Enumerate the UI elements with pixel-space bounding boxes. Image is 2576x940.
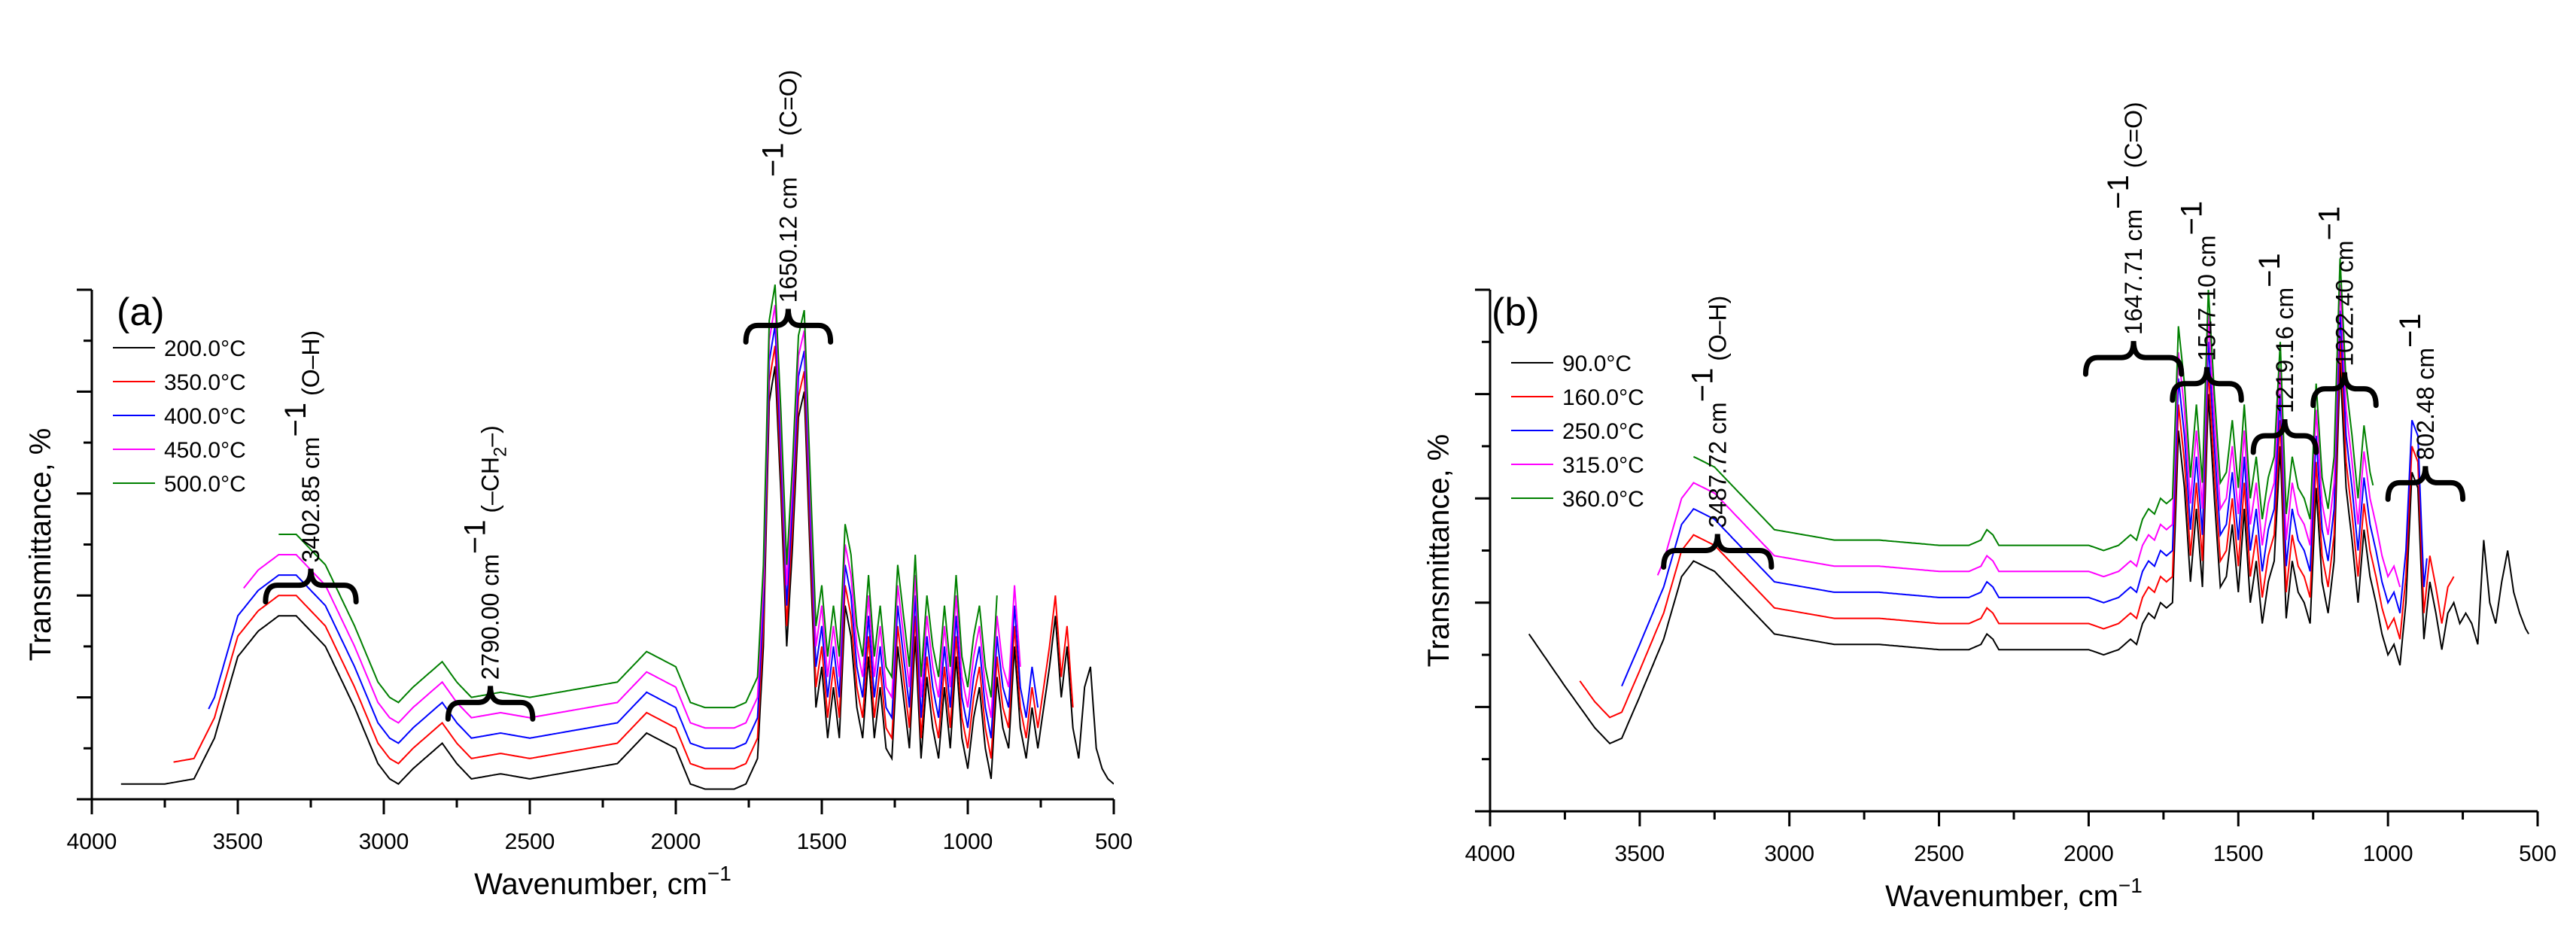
annotation-brace-2 bbox=[2170, 367, 2244, 403]
x-tick-label: 1000 bbox=[943, 829, 993, 854]
annotation-label-1: 2790.00 cm−1 (–CH2–) bbox=[459, 425, 511, 680]
legend-label-3: 315.0°C bbox=[1562, 453, 1644, 478]
series-line-2 bbox=[1621, 310, 2428, 687]
annotation-brace-1 bbox=[445, 686, 536, 722]
annotation-brace-3 bbox=[2250, 418, 2319, 455]
x-tick-label: 2000 bbox=[651, 829, 701, 854]
annotation-label-main: 1219.16 cm bbox=[2271, 287, 2298, 413]
x-axis-label-main: Wavenumber, cm bbox=[474, 868, 707, 901]
x-tick-label: 3000 bbox=[1764, 841, 1814, 866]
x-tick-label: 500 bbox=[2519, 841, 2556, 866]
annotation-label-sup: −1 bbox=[279, 403, 312, 437]
annotation-brace-0 bbox=[263, 568, 359, 605]
annotation-brace-4 bbox=[2310, 372, 2379, 409]
series-line-2 bbox=[208, 325, 1039, 750]
legend-label-4: 360.0°C bbox=[1562, 487, 1644, 512]
legend-label-2: 250.0°C bbox=[1562, 419, 1644, 444]
annotation-label-sup: −1 bbox=[1686, 368, 1719, 403]
annotation-label-1: 1647.71 cm−1 (C=O) bbox=[2102, 102, 2147, 335]
legend-label-0: 200.0°C bbox=[164, 336, 246, 361]
annotation-label-main: 1650.12 cm bbox=[774, 177, 801, 303]
legend-label-1: 350.0°C bbox=[164, 370, 246, 395]
annotation-label-0: 3487.72 cm−1 (O–H) bbox=[1686, 296, 1731, 528]
x-axis-label-sup: −1 bbox=[2118, 874, 2143, 897]
series-line-4 bbox=[1692, 258, 2374, 552]
annotation-label-5: 802.48 cm−1 bbox=[2394, 313, 2439, 460]
x-axis-label: Wavenumber, cm−1 bbox=[1885, 874, 2143, 913]
x-axis-label-main: Wavenumber, cm bbox=[1885, 880, 2118, 913]
annotation-label-sup: −1 bbox=[2394, 313, 2427, 348]
legend-label-2: 400.0°C bbox=[164, 404, 246, 429]
annotation-label-sup: −1 bbox=[459, 520, 492, 555]
annotation-brace-2 bbox=[743, 309, 834, 345]
x-tick-label: 1500 bbox=[797, 829, 847, 854]
series-line-0 bbox=[120, 366, 1114, 790]
x-tick-label: 2500 bbox=[505, 829, 555, 854]
series-line-0 bbox=[1528, 362, 2529, 745]
legend-label-3: 450.0°C bbox=[164, 438, 246, 463]
annotation-label-tail: (C=O) bbox=[774, 70, 801, 143]
annotation-label-2: 1547.10 cm−1 bbox=[2176, 201, 2221, 361]
series-line-3 bbox=[243, 305, 1021, 729]
x-tick-label: 4000 bbox=[67, 829, 117, 854]
annotation-brace-1 bbox=[2082, 340, 2185, 377]
y-axis-label: Transmittance, % bbox=[24, 428, 57, 662]
legend-label-0: 90.0°C bbox=[1562, 351, 1632, 376]
series-line-3 bbox=[1656, 284, 2401, 588]
y-axis-label: Transmittance, % bbox=[1422, 434, 1455, 668]
x-tick-label: 2000 bbox=[2064, 841, 2114, 866]
series-group bbox=[1528, 258, 2529, 745]
annotation-label-2: 1650.12 cm−1 (C=O) bbox=[756, 70, 801, 303]
legend: 200.0°C 350.0°C 400.0°C 450.0°C 500.0°C bbox=[113, 336, 246, 497]
series-group bbox=[120, 284, 1114, 790]
annotation-label-tail: (O–H) bbox=[1704, 296, 1731, 368]
chart-panel-b: 4000 3500 3000 2500 2000 1500 1000 500 Wavenumbe… bbox=[1422, 102, 2556, 913]
x-tick-label: 3500 bbox=[213, 829, 263, 854]
annotation-label-sup: −1 bbox=[2176, 201, 2209, 236]
x-tick-label: 3500 bbox=[1614, 841, 1665, 866]
annotation-label-main: 2790.00 cm bbox=[477, 554, 504, 680]
annotation-label-main: 1547.10 cm bbox=[2194, 236, 2221, 361]
annotation-label-sup: −1 bbox=[756, 143, 789, 178]
series-line-1 bbox=[173, 345, 1074, 770]
annotation-label-main: 3487.72 cm bbox=[1704, 402, 1731, 528]
x-tick-label: 2500 bbox=[1914, 841, 1964, 866]
annotation-label-main: 1647.71 cm bbox=[2120, 209, 2147, 335]
x-tick-label: 500 bbox=[1095, 829, 1133, 854]
x-tick-label: 3000 bbox=[359, 829, 409, 854]
chart-panel-a: 4000 3500 3000 2500 2000 1500 1000 500 Wavenumbe… bbox=[24, 70, 1133, 901]
x-axis-label-sup: −1 bbox=[707, 862, 731, 885]
annotation-label-sup: −1 bbox=[2313, 206, 2346, 241]
annotation-label-main: 802.48 cm bbox=[2412, 348, 2439, 460]
annotation-label-4: 1022.40 cm−1 bbox=[2313, 206, 2358, 367]
panel-label: (b) bbox=[1492, 291, 1540, 334]
annotation-label-sub: 2 bbox=[491, 447, 511, 457]
x-tick-label: 1000 bbox=[2363, 841, 2413, 866]
legend-label-1: 160.0°C bbox=[1562, 385, 1644, 410]
annotation-label-0: 3402.85 cm−1 (O–H) bbox=[279, 330, 324, 563]
annotation-label-3: 1219.16 cm−1 bbox=[2253, 253, 2298, 413]
annotation-label-sup: −1 bbox=[2102, 175, 2135, 209]
annotation-label-sup: −1 bbox=[2253, 253, 2286, 287]
annotation-label-main: 3402.85 cm bbox=[297, 437, 324, 562]
annotation-label-tail: (–CH bbox=[477, 457, 504, 520]
series-line-4 bbox=[278, 284, 998, 709]
legend: 90.0°C 160.0°C 250.0°C 315.0°C 360.0°C bbox=[1511, 351, 1644, 512]
annotation-label-main: 1022.40 cm bbox=[2331, 240, 2358, 366]
panel-label: (a) bbox=[117, 291, 165, 334]
x-tick-label: 4000 bbox=[1465, 841, 1516, 866]
series-line-1 bbox=[1579, 336, 2455, 719]
annotation-label-tail2: –) bbox=[477, 425, 504, 446]
annotation-brace-0 bbox=[1661, 534, 1775, 570]
legend-label-4: 500.0°C bbox=[164, 472, 246, 497]
annotation-label-tail: (O–H) bbox=[297, 330, 324, 403]
x-tick-label: 1500 bbox=[2213, 841, 2264, 866]
annotation-brace-5 bbox=[2385, 466, 2466, 502]
annotation-label-tail: (C=O) bbox=[2120, 102, 2147, 175]
x-axis-label: Wavenumber, cm−1 bbox=[474, 862, 731, 901]
